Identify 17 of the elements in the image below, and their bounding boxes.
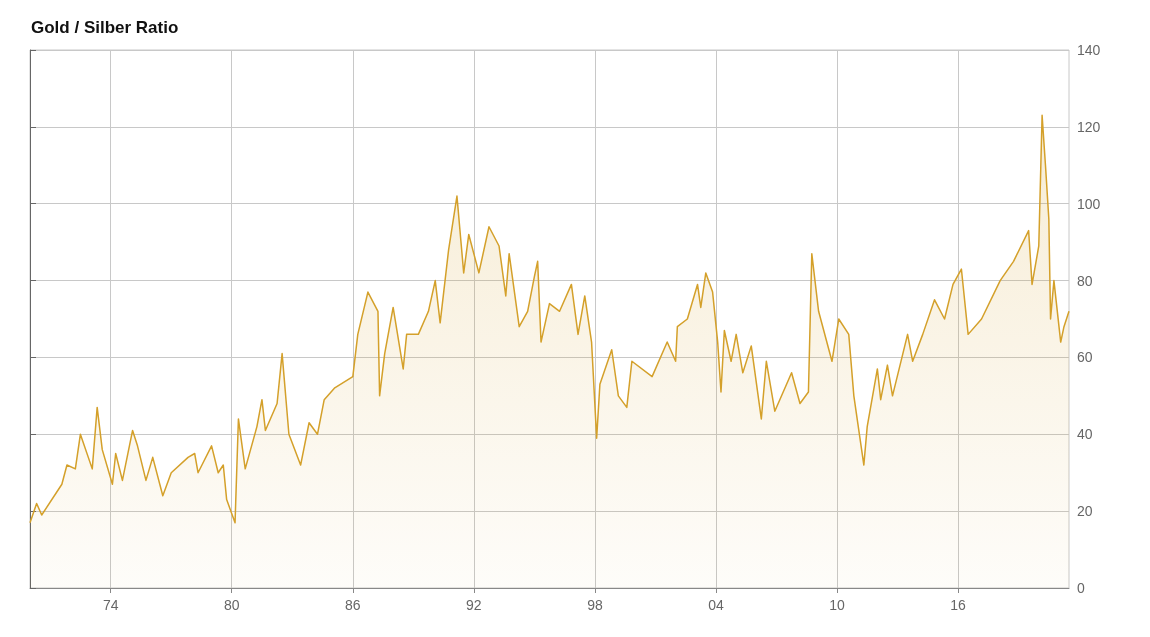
y-tick-label: 140 xyxy=(1077,42,1101,58)
y-tick-label: 100 xyxy=(1077,195,1101,212)
x-tick-label: 80 xyxy=(223,597,240,613)
y-tick-label: 120 xyxy=(1077,118,1101,135)
y-tick-label: 60 xyxy=(1077,349,1093,366)
y-tick-label: 40 xyxy=(1077,426,1093,443)
x-tick-label: 16 xyxy=(950,597,967,613)
y-tick-label: 80 xyxy=(1077,272,1093,289)
x-tick-label: 74 xyxy=(102,597,119,613)
y-tick-label: 20 xyxy=(1077,503,1093,520)
chart-title: Gold / Silber Ratio xyxy=(31,18,179,37)
y-tick-label: 0 xyxy=(1077,580,1085,596)
x-tick-label: 04 xyxy=(708,597,724,613)
x-tick-label: 98 xyxy=(587,597,603,613)
x-tick-label: 86 xyxy=(345,597,361,613)
x-tick-label: 10 xyxy=(829,597,846,613)
x-tick-label: 92 xyxy=(466,597,482,613)
